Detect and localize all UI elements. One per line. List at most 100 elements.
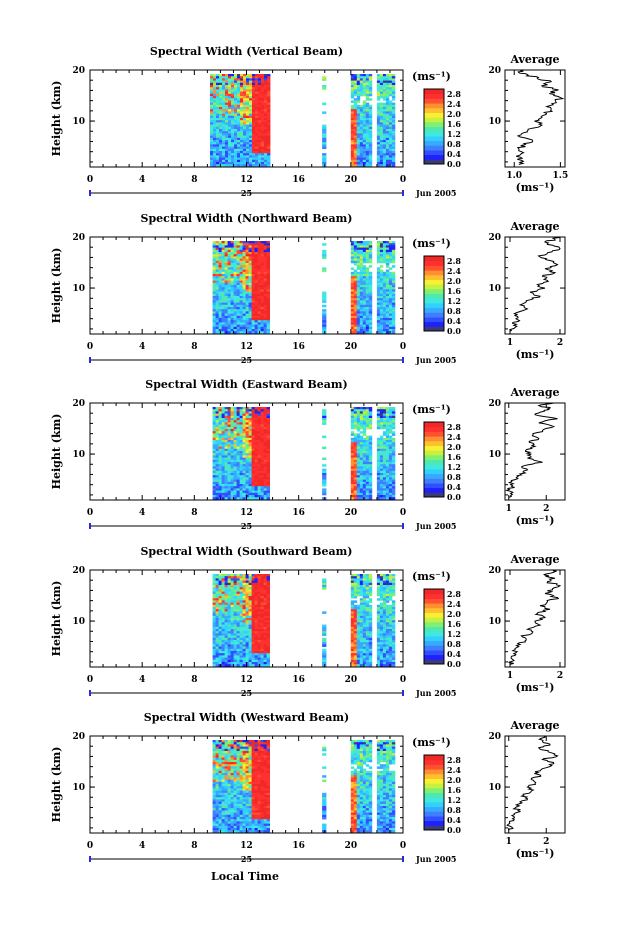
heatmap-cell xyxy=(322,135,327,139)
heatmap-cell xyxy=(353,415,358,419)
heatmap-cell xyxy=(212,580,216,584)
heatmap-cell xyxy=(245,247,249,251)
heatmap-cell xyxy=(221,624,225,628)
heatmap-cell xyxy=(251,598,255,601)
heatmap-cell xyxy=(356,155,361,158)
heatmap-cell xyxy=(382,91,387,95)
heatmap-cell xyxy=(248,576,252,579)
heatmap-cell xyxy=(359,470,364,474)
heatmap-cell xyxy=(388,302,393,306)
heatmap-cell xyxy=(230,426,234,430)
heatmap-cell xyxy=(237,164,241,167)
heatmap-cell xyxy=(353,148,358,152)
heatmap-cell xyxy=(264,146,268,150)
heatmap-cell xyxy=(260,409,264,412)
heatmap-cell xyxy=(246,113,250,117)
heatmap-cell xyxy=(240,118,244,121)
heatmap-cell xyxy=(356,256,361,259)
heatmap-cell xyxy=(230,446,234,450)
heatmap-cell xyxy=(212,304,216,308)
heatmap-cell xyxy=(382,477,387,480)
heatmap-cell xyxy=(356,287,361,290)
heatmap-cell xyxy=(350,113,355,117)
heatmap-cell xyxy=(233,495,237,498)
heatmap-cell xyxy=(230,424,234,428)
heatmap-cell xyxy=(221,470,225,474)
heatmap-cell xyxy=(260,609,264,612)
heatmap-cell xyxy=(224,589,228,592)
heatmap-cell xyxy=(212,313,216,317)
heatmap-cell xyxy=(368,76,373,79)
heatmap-cell xyxy=(254,320,258,323)
heatmap-cell xyxy=(246,155,250,158)
heatmap-cell xyxy=(379,93,384,97)
heatmap-cell xyxy=(228,82,232,86)
heatmap-cell xyxy=(237,87,241,90)
heatmap-cell xyxy=(353,129,358,132)
heatmap-cell xyxy=(239,613,243,617)
heatmap-cell xyxy=(251,252,255,255)
heatmap-cell xyxy=(243,157,247,161)
heatmap-cell xyxy=(385,488,390,491)
heatmap-cell xyxy=(368,492,373,496)
heatmap-cell xyxy=(261,120,265,123)
heatmap-cell xyxy=(237,91,241,95)
colorbar-swatch xyxy=(424,293,444,299)
heatmap-cell xyxy=(263,481,267,485)
heatmap-cell xyxy=(391,287,396,290)
average-frame xyxy=(504,236,566,335)
heatmap-cell xyxy=(257,484,261,487)
heatmap-cell xyxy=(218,442,222,445)
heatmap-cell xyxy=(254,613,258,617)
heatmap-cell xyxy=(254,331,258,334)
heatmap-cell xyxy=(251,289,255,292)
colorbar-swatch xyxy=(424,265,444,271)
heatmap-cell xyxy=(264,157,268,161)
heatmap-cell xyxy=(385,326,390,330)
heatmap-cell xyxy=(218,256,222,259)
heatmap-cell xyxy=(350,318,355,321)
heatmap-cell xyxy=(212,490,216,494)
heatmap-cell xyxy=(245,611,249,614)
heatmap-cell xyxy=(388,282,393,286)
heatmap-cell xyxy=(230,311,234,314)
heatmap-cell xyxy=(251,241,255,244)
heatmap-cell xyxy=(382,89,387,92)
heatmap-cell xyxy=(251,468,255,472)
heatmap-cell xyxy=(379,435,384,439)
heatmap-cell xyxy=(218,629,222,632)
heatmap-cell xyxy=(251,488,255,491)
heatmap-cell xyxy=(266,247,270,251)
heatmap-cell xyxy=(248,446,252,450)
heatmap-cell xyxy=(239,285,243,288)
heatmap-cell xyxy=(257,470,261,474)
average-frame xyxy=(504,69,566,168)
heatmap-cell xyxy=(243,111,247,114)
heatmap-cell xyxy=(234,115,238,119)
heatmap-cell xyxy=(362,470,367,474)
heatmap-cell xyxy=(368,254,373,257)
heatmap-cell xyxy=(215,245,219,248)
heatmap-cell xyxy=(356,448,361,452)
heatmap-cell xyxy=(376,451,381,454)
heatmap-cell xyxy=(210,162,214,165)
heatmap-cell xyxy=(382,331,387,334)
heatmap-cell xyxy=(221,473,225,476)
heatmap-cell xyxy=(267,124,271,128)
heatmap-cell xyxy=(379,104,384,108)
heatmap-cell xyxy=(322,291,327,295)
heatmap-cell xyxy=(249,140,253,143)
heatmap-cell xyxy=(385,315,390,319)
heatmap-cell xyxy=(215,457,219,461)
heatmap-cell xyxy=(242,435,246,439)
heatmap-cell xyxy=(385,135,390,139)
heatmap-cell xyxy=(258,162,262,165)
heatmap-cell xyxy=(266,315,270,319)
heatmap-cell xyxy=(261,164,265,167)
heatmap-cell xyxy=(233,618,237,621)
heatmap-cell xyxy=(212,426,216,430)
heatmap-cell xyxy=(258,142,262,145)
heatmap-cell xyxy=(382,315,387,319)
heatmap-cell xyxy=(230,453,234,456)
heatmap-cell xyxy=(379,140,384,143)
